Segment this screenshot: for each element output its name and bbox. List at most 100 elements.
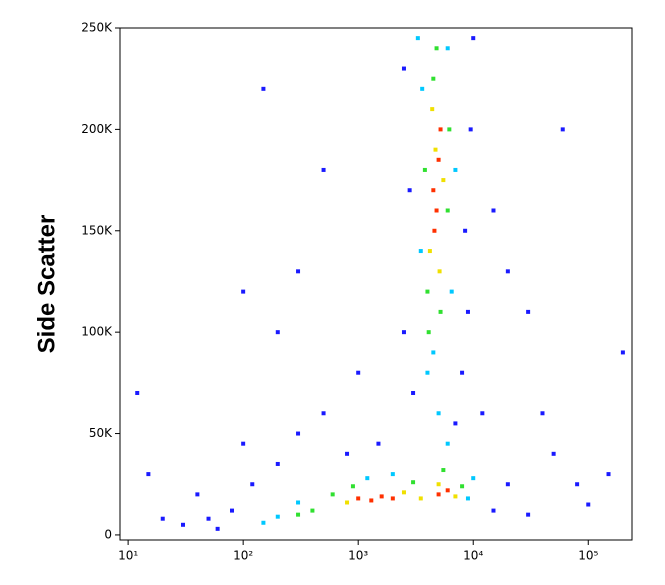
point (447, 127, 452, 132)
point (418, 496, 423, 501)
x-tick-label: 10⁵ (578, 549, 598, 563)
point (250, 482, 255, 487)
point (350, 484, 355, 489)
point (480, 411, 485, 416)
point (241, 441, 246, 446)
point (465, 496, 470, 501)
point (436, 492, 441, 497)
point (376, 441, 381, 446)
point (551, 451, 556, 456)
point (560, 127, 565, 132)
point (261, 86, 266, 91)
point (135, 390, 140, 395)
point (146, 472, 151, 477)
point (401, 490, 406, 495)
point (434, 46, 439, 51)
point (445, 488, 450, 493)
point (438, 309, 443, 314)
point (540, 411, 545, 416)
point (296, 269, 301, 274)
point (230, 508, 235, 513)
point (430, 107, 435, 112)
point (390, 496, 395, 501)
point (431, 188, 436, 193)
point (445, 441, 450, 446)
point (445, 208, 450, 213)
point (526, 309, 531, 314)
point (441, 468, 446, 473)
point (526, 512, 531, 517)
point (445, 46, 450, 51)
point (427, 249, 432, 254)
point (369, 498, 374, 503)
y-tick-label: 150K (81, 223, 113, 237)
point (491, 508, 496, 513)
point (345, 451, 350, 456)
y-tick-label: 250K (81, 21, 113, 35)
point (401, 330, 406, 335)
point (460, 484, 465, 489)
point (436, 482, 441, 487)
point (296, 431, 301, 436)
x-tick-label: 10⁴ (463, 549, 483, 563)
point (411, 480, 416, 485)
point (195, 492, 200, 497)
point (606, 472, 611, 477)
x-tick-label: 10¹ (118, 549, 138, 563)
point (465, 309, 470, 314)
point (296, 512, 301, 517)
point (275, 514, 280, 519)
point (379, 494, 384, 499)
point (356, 496, 361, 501)
point (586, 502, 591, 507)
point (471, 476, 476, 481)
point (434, 208, 439, 213)
point (206, 516, 211, 521)
point (411, 390, 416, 395)
y-tick-label: 200K (81, 122, 113, 136)
point (463, 228, 468, 233)
point (330, 492, 335, 497)
point (296, 500, 301, 505)
point (181, 522, 186, 527)
point (160, 516, 165, 521)
point (390, 472, 395, 477)
point (505, 482, 510, 487)
y-tick-label: 100K (81, 325, 113, 339)
point (460, 370, 465, 375)
point (453, 167, 458, 172)
point (365, 476, 370, 481)
point (431, 76, 436, 81)
point (620, 350, 625, 355)
point (438, 127, 443, 132)
point (441, 178, 446, 183)
point (436, 411, 441, 416)
point (321, 411, 326, 416)
point (275, 461, 280, 466)
point (491, 208, 496, 213)
point (425, 370, 430, 375)
point (436, 157, 441, 162)
point (468, 127, 473, 132)
point (401, 66, 406, 71)
point (505, 269, 510, 274)
x-tick-label: 10² (233, 549, 253, 563)
point (345, 500, 350, 505)
point (453, 421, 458, 426)
point (433, 147, 438, 152)
y-tick-label: 0 (104, 527, 112, 541)
plot-frame (119, 27, 633, 541)
point (356, 370, 361, 375)
point (415, 36, 420, 41)
point (407, 188, 412, 193)
point (425, 289, 430, 294)
point (422, 167, 427, 172)
point (437, 269, 442, 274)
point (575, 482, 580, 487)
point (426, 330, 431, 335)
point (432, 228, 437, 233)
point (321, 167, 326, 172)
point (241, 289, 246, 294)
point (431, 350, 436, 355)
